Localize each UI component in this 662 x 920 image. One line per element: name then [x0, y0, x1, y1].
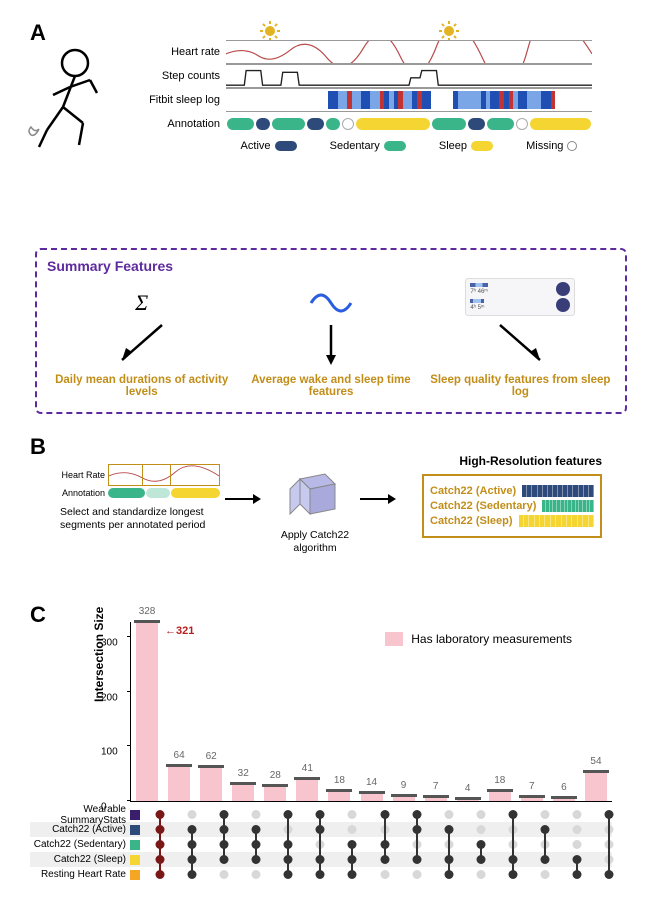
- set-row: Wearable SummaryStats: [30, 807, 612, 822]
- set-row: Catch22 (Sedentary): [30, 837, 612, 852]
- panel-a-legend: Active Sedentary Sleep Missing: [226, 140, 592, 152]
- legend-item: Sedentary: [330, 140, 406, 152]
- thumb-v1: 46: [478, 289, 485, 295]
- track-label-sleeplog: Fitbit sleep log: [126, 94, 226, 106]
- panel-b-left: Heart Rate Annotation Select and standar…: [60, 464, 220, 532]
- track-label-hr: Heart rate: [126, 46, 226, 58]
- upset-bar-chart: 010020030032864623228411814974187654←321: [130, 622, 612, 802]
- summary-col-3: 7ʰ 46ᵐ 4ʰ 5ᵐ Sleep quality features from…: [427, 278, 614, 398]
- summary-arrows: Σ Daily mean durations of activity level…: [47, 278, 615, 398]
- legend-item: Sleep: [439, 140, 493, 152]
- upset-bar: 64: [168, 766, 190, 801]
- summary-features-box: Summary Features Σ Daily mean durations …: [35, 248, 627, 414]
- track-label-steps: Step counts: [126, 70, 226, 82]
- summary-col-3-label: Sleep quality features from sleep log: [427, 374, 614, 398]
- panel-b: B Heart Rate Annotation Select and stand…: [30, 434, 632, 584]
- track-heart-rate: Heart rate: [126, 40, 592, 64]
- panel-a-label: A: [30, 20, 46, 46]
- panel-b-middle: Apply Catch22 algorithm: [270, 464, 360, 555]
- arrow-right-icon: [490, 320, 550, 370]
- upset-bar: 54: [585, 772, 607, 801]
- callout-321: ←321: [165, 625, 194, 637]
- panel-c: C Intersection Size Has laboratory measu…: [30, 602, 632, 882]
- hires-row: Catch22 (Sedentary): [430, 500, 594, 512]
- upset-bar: 62: [200, 767, 222, 801]
- upset-bar: 28: [264, 786, 286, 801]
- y-axis-title: Intersection Size: [92, 607, 106, 702]
- track-label-annotation: Annotation: [126, 118, 226, 130]
- panel-b-label: B: [30, 434, 46, 460]
- upset-bar: 328: [136, 622, 158, 801]
- thumb-v2: 4: [470, 305, 473, 311]
- hires-row: Catch22 (Active): [430, 485, 594, 497]
- upset-bar: 7: [521, 797, 543, 801]
- b-left-hr-label: Heart Rate: [60, 470, 108, 480]
- b-middle-caption: Apply Catch22 algorithm: [270, 529, 360, 555]
- hires-box: Catch22 (Active) Catch22 (Sedentary) Catch…: [422, 474, 602, 538]
- set-row: Catch22 (Sleep): [30, 852, 612, 867]
- b-arrow-1-icon: [225, 489, 265, 509]
- arrow-left-icon: [112, 320, 172, 370]
- summary-title: Summary Features: [47, 258, 615, 274]
- thumb-v0: 7: [470, 289, 473, 295]
- cube-icon: [280, 464, 350, 524]
- set-row: Resting Heart Rate: [30, 867, 612, 882]
- panel-c-label: C: [30, 602, 46, 628]
- hires-title: High-Resolution features: [459, 454, 602, 468]
- upset-bar: 41: [296, 779, 318, 801]
- wave-icon: [306, 290, 356, 316]
- summary-col-2: Average wake and sleep time features: [237, 290, 424, 398]
- hires-row: Catch22 (Sleep): [430, 515, 594, 527]
- set-row: Catch22 (Active): [30, 822, 612, 837]
- track-annotation: Annotation: [126, 112, 592, 136]
- arrow-down-icon: [321, 320, 341, 370]
- b-left-caption: Select and standardize longest segments …: [60, 506, 220, 532]
- track-steps: Step counts: [126, 64, 592, 88]
- upset-bar: 32: [232, 784, 254, 801]
- sigma-icon: Σ: [135, 290, 148, 316]
- sleep-thumb: 7ʰ 46ᵐ 4ʰ 5ᵐ: [465, 278, 575, 316]
- track-body-steps: [226, 64, 592, 88]
- summary-col-1: Σ Daily mean durations of activity level…: [48, 290, 235, 398]
- track-body-sleeplog: [226, 88, 592, 112]
- panel-a: A Heart rate Step counts: [30, 20, 632, 230]
- upset-bar: 4: [457, 799, 479, 801]
- thumb-v3: 5: [478, 305, 481, 311]
- b-left-annot-label: Annotation: [60, 488, 108, 498]
- signal-tracks: Heart rate Step counts Fitbit sleep log …: [126, 40, 592, 136]
- summary-col-2-label: Average wake and sleep time features: [237, 374, 424, 398]
- track-body-annotation: [226, 112, 592, 136]
- upset-bar: 9: [393, 796, 415, 801]
- upset-bar: 18: [328, 791, 350, 801]
- track-sleeplog: Fitbit sleep log: [126, 88, 592, 112]
- upset-bar: 7: [425, 797, 447, 801]
- summary-col-1-label: Daily mean durations of activity levels: [48, 374, 235, 398]
- track-body-hr: [226, 40, 592, 64]
- legend-item: Missing: [526, 140, 577, 152]
- legend-item: Active: [241, 140, 297, 152]
- b-arrow-2-icon: [360, 489, 400, 509]
- upset-bar: 18: [489, 791, 511, 801]
- upset-bar: 6: [553, 798, 575, 801]
- runner-icon: [25, 45, 115, 155]
- upset-sets-matrix: Wearable SummaryStatsCatch22 (Active)Cat…: [30, 807, 612, 882]
